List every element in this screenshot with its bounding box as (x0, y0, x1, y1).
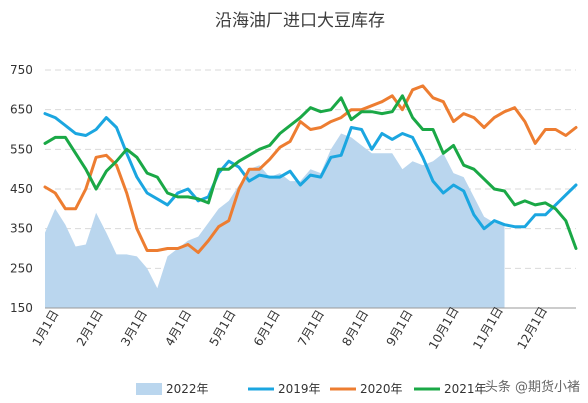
line-series-2020年 (43, 84, 578, 254)
y-tick-label: 750 (10, 63, 33, 77)
x-tick-label: 1月1日 (30, 307, 62, 348)
legend-label: 2022年 (166, 382, 209, 396)
x-tick-label: 7月1日 (295, 307, 327, 348)
legend-label: 2019年 (278, 382, 321, 396)
chart-title: 沿海油厂进口大豆库存 (215, 11, 385, 31)
y-tick-label: 350 (10, 222, 33, 236)
x-tick-label: 6月1日 (251, 307, 283, 348)
x-tick-label: 12月1日 (514, 304, 550, 352)
x-tick-label: 5月1日 (207, 307, 239, 348)
x-tick-label: 3月1日 (118, 307, 150, 348)
line-series-2021年 (43, 94, 578, 250)
y-tick-label: 450 (10, 182, 33, 196)
y-axis-ticks: 150 250 350 450 550 650 750 (10, 63, 33, 315)
x-tick-label: 8月1日 (339, 307, 371, 348)
y-tick-label: 550 (10, 142, 33, 156)
line-series-2019年 (43, 112, 578, 231)
y-tick-label: 150 (10, 301, 33, 315)
x-tick-label: 4月1日 (162, 307, 194, 348)
x-tick-label: 9月1日 (384, 307, 416, 348)
y-tick-label: 250 (10, 261, 33, 275)
legend-swatch (136, 383, 162, 395)
plot-series (43, 84, 578, 308)
area-series-2022年 (45, 133, 505, 308)
chart-legend: 2022年 2019年 2020年 2021年 (136, 382, 487, 396)
y-tick-label: 650 (10, 103, 33, 117)
x-tick-label: 10月1日 (426, 304, 462, 352)
x-tick-label: 11月1日 (470, 304, 506, 352)
x-axis-ticks: 1月1日 2月1日 3月1日 4月1日 5月1日 6月1日 7月1日 8月1日 9月1日 10月1… (30, 304, 550, 352)
watermark-text: 头条 @期货小褚 (484, 380, 580, 395)
legend-label: 2021年 (444, 382, 487, 396)
x-tick-label: 2月1日 (74, 307, 106, 348)
legend-label: 2020年 (360, 382, 403, 396)
